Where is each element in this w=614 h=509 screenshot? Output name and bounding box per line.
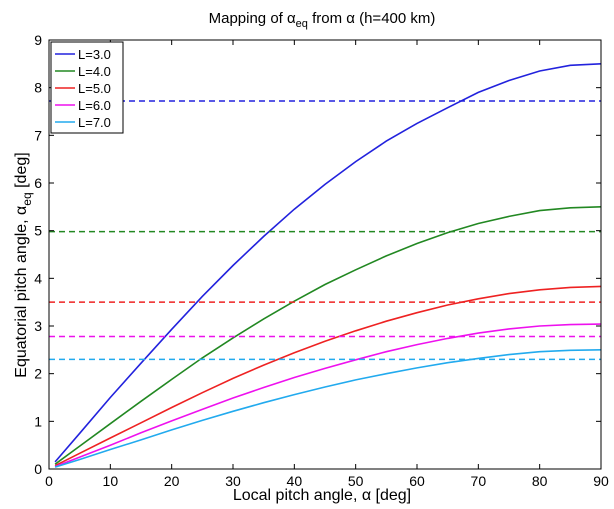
legend-label: L=7.0 — [78, 115, 111, 130]
ylabel-alpha-symbol: α — [13, 206, 30, 215]
x-tick-label: 60 — [409, 473, 425, 489]
series-line — [54, 349, 602, 468]
title-suffix: from α (h=400 km) — [308, 10, 435, 27]
title-prefix: Mapping of — [209, 10, 287, 27]
series-line — [54, 285, 602, 467]
legend-label: L=4.0 — [78, 64, 111, 79]
y-tick-label: 7 — [34, 127, 42, 143]
y-tick-label: 0 — [34, 461, 42, 477]
plot-frame — [48, 39, 602, 470]
x-tick-label: 70 — [471, 473, 487, 489]
x-tick-label: 30 — [225, 473, 241, 489]
y-tick-label: 8 — [34, 80, 42, 96]
x-tick-label: 50 — [348, 473, 364, 489]
ylabel-prefix: Equatorial pitch angle, — [13, 215, 30, 378]
y-axis-label: Equatorial pitch angle, αeq [deg] — [13, 152, 34, 377]
legend-label: L=3.0 — [78, 47, 111, 62]
series-line — [54, 323, 602, 468]
title-subscript: eq — [296, 18, 308, 30]
series-line — [54, 63, 602, 463]
x-tick-label: 90 — [593, 473, 609, 489]
legend: L=3.0 L=4.0 L=5.0 L=6.0 L=7.0 — [50, 41, 124, 134]
y-tick-label: 4 — [34, 270, 42, 286]
x-tick-label: 10 — [103, 473, 119, 489]
y-tick-label: 9 — [34, 32, 42, 48]
x-tick-label: 0 — [45, 473, 53, 489]
legend-box — [50, 41, 124, 134]
x-tick-label: 40 — [287, 473, 303, 489]
legend-label: L=5.0 — [78, 81, 111, 96]
x-tick-label: 80 — [532, 473, 548, 489]
y-tick-label: 5 — [34, 223, 42, 239]
y-tick-label: 2 — [34, 366, 42, 382]
ylabel-suffix: [deg] — [13, 152, 30, 192]
y-tick-label: 1 — [34, 413, 42, 429]
axes: 0 10 20 30 40 50 60 70 80 90 0 1 2 3 4 5 6 7 8 9 — [34, 32, 609, 489]
x-axis-label: Local pitch angle, α [deg] — [233, 487, 411, 504]
ylabel-subscript: eq — [20, 192, 34, 205]
title-alpha-symbol: α — [287, 10, 296, 27]
plot-area — [49, 63, 602, 468]
y-tick-label: 3 — [34, 318, 42, 334]
series-line — [54, 206, 602, 465]
legend-label: L=6.0 — [78, 98, 111, 113]
chart-title: Mapping of αeq from α (h=400 km) — [209, 10, 436, 30]
x-tick-label: 20 — [164, 473, 180, 489]
y-tick-label: 6 — [34, 175, 42, 191]
